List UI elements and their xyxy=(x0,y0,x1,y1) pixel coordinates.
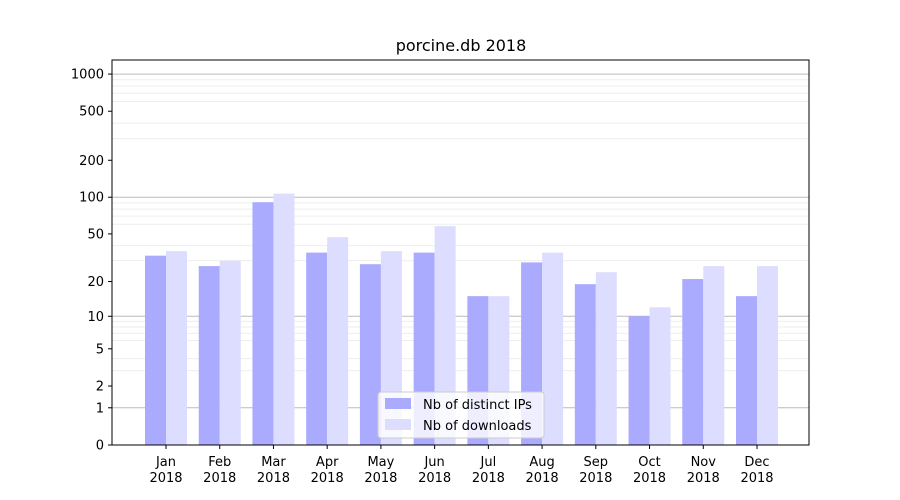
legend-label-downloads: Nb of downloads xyxy=(423,419,532,434)
legend-label-distinct-ips: Nb of distinct IPs xyxy=(423,398,532,413)
bar-downloads xyxy=(219,260,241,445)
bar-distinct-ips xyxy=(252,202,274,445)
y-tick-label: 200 xyxy=(79,154,104,169)
bar-downloads xyxy=(595,272,617,445)
bar-distinct-ips xyxy=(736,296,757,445)
legend-swatch-downloads xyxy=(385,419,411,430)
x-tick-label: Nov 2018 xyxy=(687,455,720,486)
y-tick-label: 500 xyxy=(79,105,104,120)
legend-swatch-distinct-ips xyxy=(385,398,411,409)
bar-downloads xyxy=(757,266,778,445)
y-tick-label: 5 xyxy=(96,342,104,357)
y-tick-label: 2 xyxy=(96,380,104,395)
y-tick-label: 1 xyxy=(96,401,104,416)
bar-downloads xyxy=(434,226,456,445)
x-tick-label: May 2018 xyxy=(364,455,397,486)
bar-downloads xyxy=(703,266,725,445)
y-axis: 0 1 2 5 10 20 50 100 200 500 1000 xyxy=(71,68,112,454)
bar-downloads xyxy=(649,307,671,445)
x-tick-label: Apr 2018 xyxy=(311,455,344,486)
x-axis: Jan 2018 Feb 2018 Mar 2018 Apr 2018 May 2018 Jun 20… xyxy=(149,445,774,486)
bar-distinct-ips xyxy=(574,284,596,445)
x-tick-label: Aug 2018 xyxy=(526,455,559,486)
bar-downloads xyxy=(273,193,295,445)
y-tick-label: 100 xyxy=(79,191,104,206)
x-tick-label: Feb 2018 xyxy=(203,455,236,486)
bar-downloads xyxy=(166,251,187,445)
bar-downloads xyxy=(542,252,564,445)
bar-distinct-ips xyxy=(145,255,166,445)
y-tick-label: 10 xyxy=(87,310,104,325)
plot-frame xyxy=(111,59,810,446)
x-tick-label: Jul 2018 xyxy=(472,455,505,486)
bar-distinct-ips xyxy=(359,264,381,445)
x-tick-label: Mar 2018 xyxy=(257,455,290,486)
legend: Nb of distinct IPs Nb of downloads xyxy=(377,391,545,439)
x-tick-label: Jun 2018 xyxy=(418,455,451,486)
bar-distinct-ips xyxy=(306,252,328,445)
legend-box xyxy=(377,391,545,439)
bar-distinct-ips xyxy=(198,266,220,445)
chart-title: porcine.db 2018 xyxy=(396,36,527,55)
y-tick-label: 50 xyxy=(87,227,104,242)
bar-distinct-ips xyxy=(682,279,704,445)
x-tick-label: Oct 2018 xyxy=(633,455,666,486)
y-tick-label: 20 xyxy=(87,275,104,290)
y-tick-label: 0 xyxy=(96,439,104,454)
bar-downloads xyxy=(327,237,349,445)
x-tick-label: Dec 2018 xyxy=(740,455,773,486)
bar-distinct-ips xyxy=(628,316,650,445)
y-tick-label: 1000 xyxy=(71,68,104,83)
x-tick-label: Jan 2018 xyxy=(149,455,182,486)
x-tick-label: Sep 2018 xyxy=(579,455,612,486)
